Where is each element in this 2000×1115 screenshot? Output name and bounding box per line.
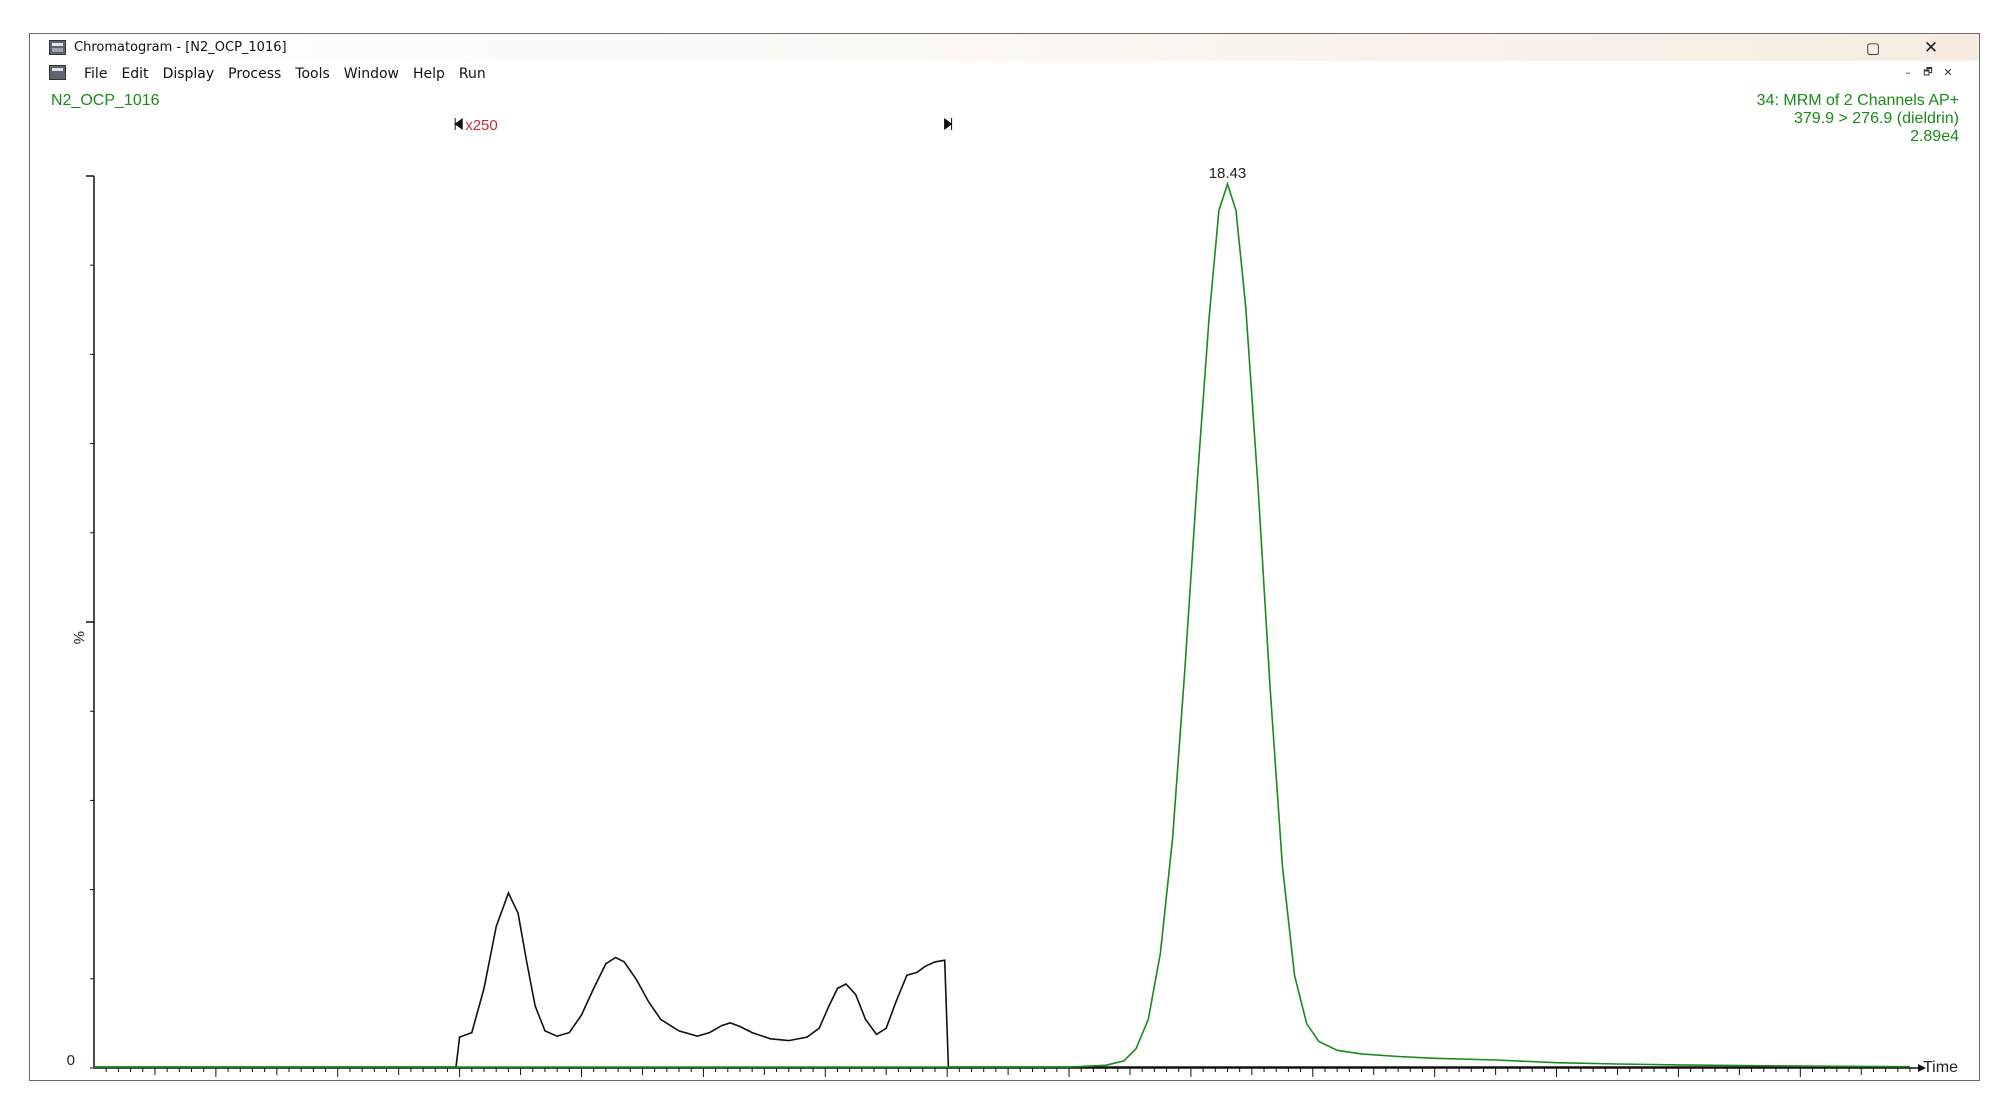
x-axis-label: Time [1923, 1059, 1958, 1076]
x-tick-label: 18.10 [805, 1080, 845, 1081]
x-axis-arrow-icon [1918, 1064, 1926, 1072]
menu-edit[interactable]: Edit [121, 66, 149, 82]
document-restore-button[interactable]: 🗗 [1923, 67, 1933, 78]
menu-help[interactable]: Help [412, 66, 445, 82]
menu-display[interactable]: Display [162, 66, 215, 82]
close-window-button[interactable]: ✕ [1923, 38, 1939, 58]
x-tick-label: 18.70 [1537, 1080, 1577, 1081]
y-axis-label: % [70, 631, 87, 644]
document-close-button[interactable]: ✕ [1943, 66, 1953, 79]
magnify-range-markers: x250 [454, 117, 953, 134]
x-tick-label: 18.30 [1049, 1080, 1089, 1081]
title-bar[interactable]: Chromatogram - [N2_OCP_1016] ▢ ✕ [30, 34, 1979, 61]
window-title: Chromatogram - [N2_OCP_1016] [74, 40, 287, 55]
menu-file[interactable]: File [84, 66, 108, 82]
x-tick-label: 17.80 [440, 1080, 480, 1081]
menu-tools[interactable]: Tools [295, 66, 330, 82]
y-axis-ticks [86, 175, 94, 1069]
chromatogram-plot[interactable]: N2_OCP_1016 34: MRM of 2 Channels AP+ 37… [30, 85, 1979, 1081]
sample-name: N2_OCP_1016 [51, 92, 160, 109]
x-tick-label: 18.80 [1658, 1080, 1698, 1081]
restore-window-button[interactable]: ▢ [1865, 39, 1881, 57]
transition-label: 379.9 > 276.9 (dieldrin) [1794, 110, 1959, 127]
magnification-label: x250 [465, 117, 498, 134]
y-zero-label: 0 [67, 1052, 75, 1069]
intensity-label: 2.89e4 [1910, 128, 1959, 145]
document-minimize-button[interactable]: – [1905, 66, 1911, 79]
magnified-trace-line [94, 890, 1910, 1068]
x-tick-label: 18.20 [927, 1080, 967, 1081]
menu-run[interactable]: Run [458, 66, 486, 82]
x-tick-label: 18.60 [1415, 1080, 1455, 1081]
chromatogram-window: Chromatogram - [N2_OCP_1016] ▢ ✕ File Ed… [29, 33, 1980, 1081]
document-system-menu-icon[interactable] [49, 65, 66, 80]
x-tick-label: 18.00 [683, 1080, 723, 1081]
magnify-end-marker[interactable] [944, 118, 953, 130]
x-axis-tick-labels: 17.60 17.70 17.80 17.90 18.00 18.10 18.20 18.30… [196, 1080, 1821, 1081]
x-tick-label: 17.60 [196, 1080, 236, 1081]
function-label: 34: MRM of 2 Channels AP+ [1757, 92, 1959, 109]
x-tick-label: 17.90 [561, 1080, 601, 1081]
chromatogram-app-icon[interactable] [49, 40, 66, 55]
peak-apex-label: 18.43 [1209, 165, 1247, 182]
x-tick-label: 17.70 [318, 1080, 358, 1081]
menu-bar: File Edit Display Process Tools Window H… [30, 61, 1979, 85]
menu-process[interactable]: Process [228, 66, 282, 82]
x-axis-ticks [105, 1068, 1911, 1077]
x-tick-label: 18.50 [1293, 1080, 1333, 1081]
magnify-start-marker[interactable] [454, 118, 463, 130]
menu-window[interactable]: Window [343, 66, 399, 82]
x-tick-label: 18.40 [1171, 1080, 1211, 1081]
x-tick-label: 18.90 [1780, 1080, 1820, 1081]
dieldrin-trace-line [94, 181, 1911, 1068]
